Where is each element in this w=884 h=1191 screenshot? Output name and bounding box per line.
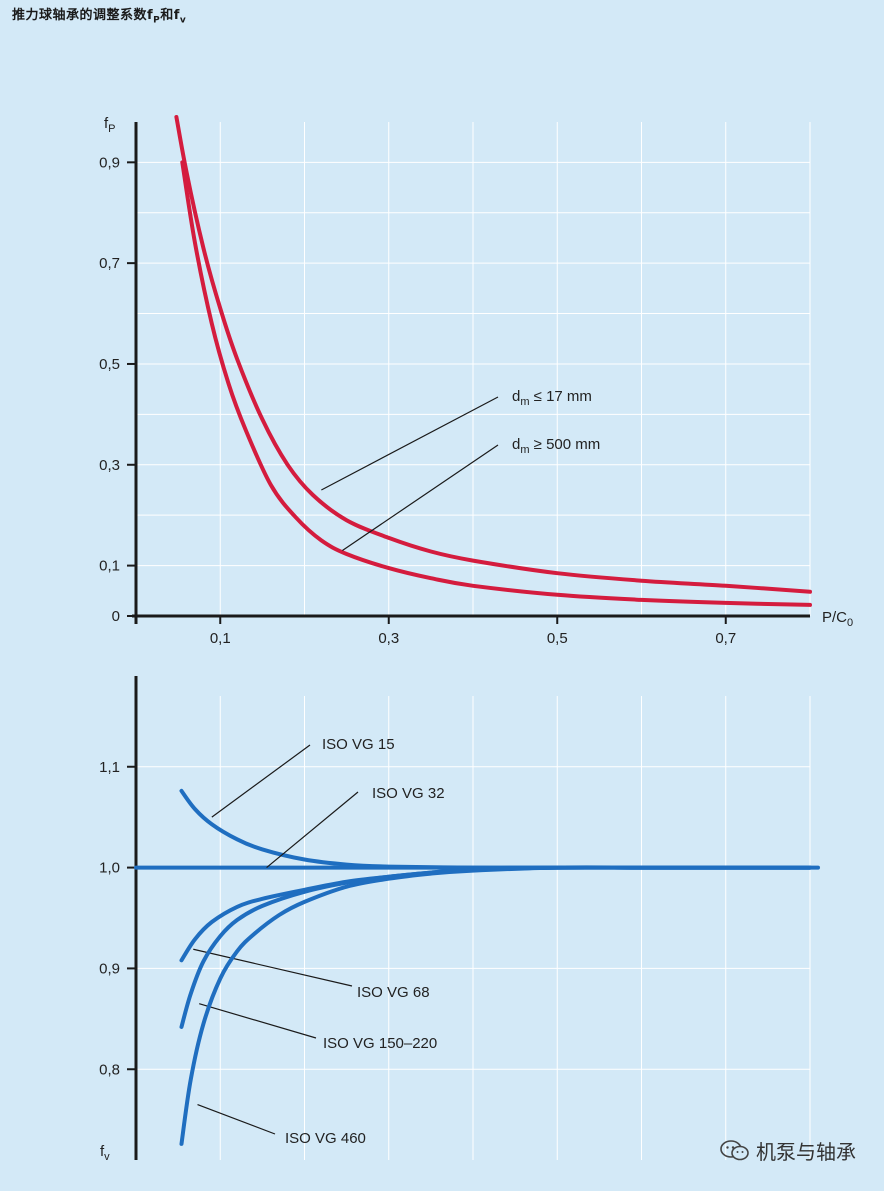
watermark-text: 机泵与轴承: [756, 1140, 856, 1164]
series-label: ISO VG 68: [357, 984, 430, 1001]
y-tick-label: 0,9: [99, 154, 120, 171]
y-tick-label: 1,1: [99, 759, 120, 776]
y-axis-label: fv: [100, 1143, 110, 1163]
fp-chart: 0 0,1 0,3 0,5 0,7 0,9 0,1 0,3 0,5 0,7 fP P/C0 dm ≤ 1…: [99, 115, 853, 647]
title-text: 推力球轴承的调整系数f: [12, 8, 154, 23]
y-tick-label: 0,7: [99, 255, 120, 272]
leader-line: [197, 1103, 276, 1135]
x-tick-label: 0,5: [547, 630, 568, 647]
series-label: ISO VG 460: [285, 1130, 366, 1147]
series-label: ISO VG 32: [372, 785, 445, 802]
series-label: dm ≤ 17 mm: [512, 388, 592, 408]
series-line-3: [179, 865, 812, 1029]
leader-line: [342, 444, 499, 551]
series-line-2: [179, 865, 812, 963]
series-label: ISO VG 150–220: [323, 1035, 437, 1052]
x-axis-label: P/C0: [822, 609, 853, 629]
y-tick-label: 0,5: [99, 356, 120, 373]
series-line-0: [174, 115, 812, 594]
y-tick-label: 0,1: [99, 558, 120, 575]
x-tick-label: 0,1: [210, 630, 231, 647]
leader-line: [211, 744, 311, 818]
series-line-4: [179, 865, 812, 1146]
y-tick-label: 0: [112, 608, 120, 625]
series-label: dm ≥ 500 mm: [512, 436, 600, 456]
y-axis-label: fP: [104, 115, 116, 135]
wechat-icon: [720, 1139, 749, 1160]
page-title: 推力球轴承的调整系数fP和fv: [12, 4, 186, 26]
series-label: ISO VG 15: [322, 736, 395, 753]
leader-line: [199, 1003, 317, 1039]
y-tick-label: 0,3: [99, 457, 120, 474]
x-tick-label: 0,3: [378, 630, 399, 647]
watermark: 机泵与轴承: [720, 1136, 856, 1165]
title-sub-p: P: [153, 15, 161, 26]
y-tick-label: 0,9: [99, 960, 120, 977]
leader-line: [321, 396, 499, 491]
y-tick-label: 1,0: [99, 860, 120, 877]
leader-line: [193, 948, 353, 987]
title-mid: 和f: [160, 8, 180, 23]
series-line-1: [180, 160, 812, 607]
fv-chart: 0,8 0,9 1,0 1,1 fv ISO VG 15 ISO VG 32 ISO VG 6…: [99, 676, 820, 1163]
title-sub-v: v: [179, 15, 187, 26]
series-line-0: [179, 788, 812, 870]
leader-line: [266, 791, 359, 869]
x-tick-label: 0,7: [715, 630, 736, 647]
y-tick-label: 0,8: [99, 1061, 120, 1078]
